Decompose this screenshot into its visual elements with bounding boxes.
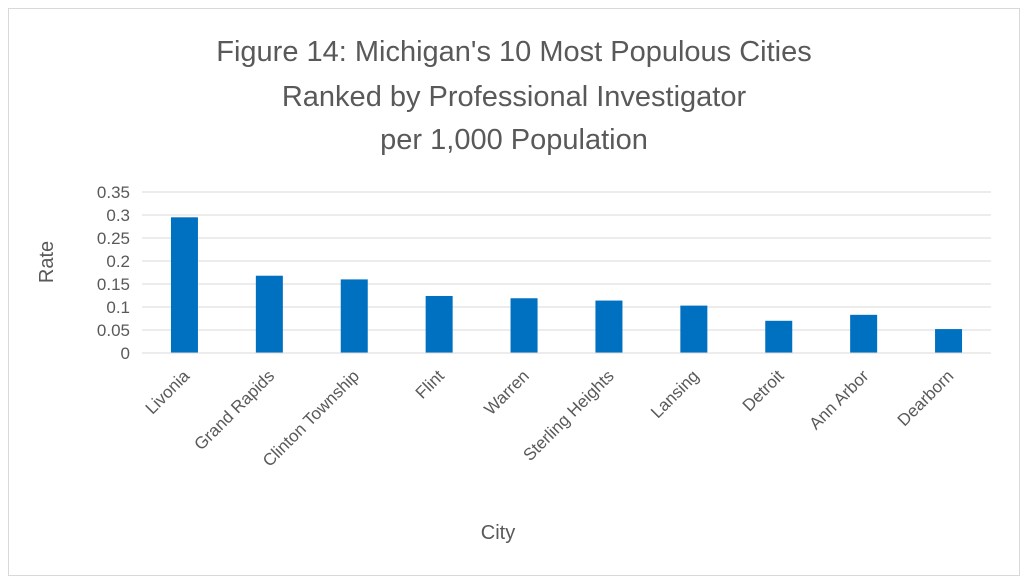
- y-tick-label: 0.25: [97, 229, 130, 248]
- y-tick-label: 0.1: [106, 298, 130, 317]
- bar-livonia: [170, 217, 198, 353]
- chart-frame: Figure 14: Michigan's 10 Most Populous C…: [8, 8, 1020, 576]
- chart-title-line-3: per 1,000 Population: [380, 124, 648, 156]
- y-tick-label: 0.3: [106, 206, 130, 225]
- bar-warren: [510, 298, 538, 353]
- bar-flint: [425, 295, 453, 353]
- bar-detroit: [765, 320, 793, 353]
- y-tick-label: 0.15: [97, 275, 130, 294]
- bars: [170, 217, 963, 353]
- y-tick-label: 0.35: [97, 183, 130, 202]
- x-tick-label: Lansing: [647, 366, 703, 422]
- y-tick-label: 0: [121, 344, 130, 363]
- bar-lansing: [680, 305, 708, 353]
- x-tick-label: Grand Rapids: [191, 366, 279, 454]
- bar-sterling-heights: [595, 300, 623, 353]
- y-axis-ticks: 0 0.05 0.1 0.15 0.2 0.25 0.3 0.35: [97, 183, 130, 363]
- chart-title: Figure 14: Michigan's 10 Most Populous C…: [216, 36, 812, 156]
- x-tick-label: Sterling Heights: [519, 366, 617, 464]
- bar-grand-rapids: [255, 275, 283, 353]
- x-tick-label: Livonia: [142, 366, 194, 418]
- x-axis-label: City: [481, 522, 515, 544]
- x-tick-label: Flint: [412, 366, 448, 402]
- gridlines: [142, 191, 991, 331]
- x-tick-label: Ann Arbor: [806, 366, 873, 433]
- bar-chart: Figure 14: Michigan's 10 Most Populous C…: [36, 36, 991, 544]
- y-tick-label: 0.05: [97, 321, 130, 340]
- bar-ann-arbor: [850, 314, 878, 353]
- bar-clinton-township: [340, 279, 368, 353]
- y-tick-label: 0.2: [106, 252, 130, 271]
- x-tick-label: Detroit: [739, 366, 788, 415]
- chart-title-line-2: Ranked by Professional Investigator: [282, 81, 747, 113]
- chart-title-line-1: Figure 14: Michigan's 10 Most Populous C…: [216, 36, 812, 68]
- x-tick-label: Dearborn: [894, 366, 958, 430]
- x-tick-label: Warren: [480, 366, 532, 418]
- y-axis-label: Rate: [36, 241, 58, 283]
- bar-dearborn: [935, 329, 963, 353]
